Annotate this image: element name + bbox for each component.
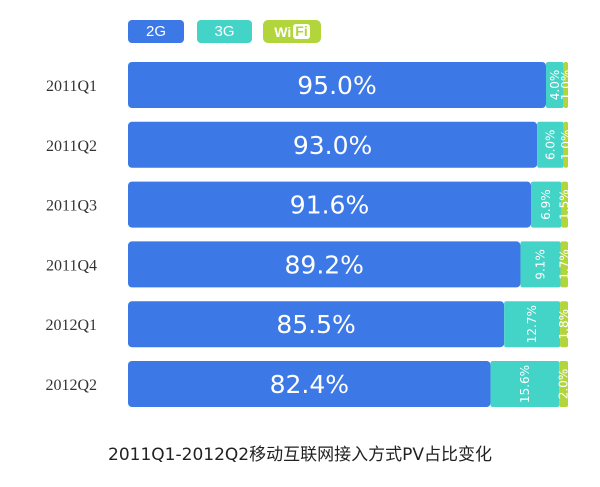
legend-wifi-label-a: Wi: [274, 23, 292, 40]
data-label-wifi: 1.7%: [557, 249, 571, 280]
data-label-2g: 93.0%: [293, 131, 372, 160]
legend-2g-label: 2G: [145, 23, 166, 40]
chart-title: 2011Q1-2012Q2移动互联网接入方式PV占比变化: [108, 445, 492, 465]
data-label-wifi: 1.5%: [558, 189, 572, 220]
legend-3g-label: 3G: [214, 23, 235, 40]
data-label-wifi: 2.0%: [557, 369, 571, 400]
bar-2g: [128, 361, 491, 407]
data-label-2g: 82.4%: [270, 370, 349, 399]
data-label-wifi: 1.8%: [557, 309, 571, 340]
category-label: 2011Q1: [46, 78, 97, 95]
category-label: 2012Q2: [45, 377, 97, 394]
bar-wifi: [560, 301, 568, 348]
category-label: 2011Q3: [46, 198, 97, 215]
bar-wifi: [561, 181, 568, 228]
data-label-3g: 12.7%: [525, 305, 539, 343]
bar-2g: [128, 181, 532, 228]
data-label-3g: 6.9%: [539, 189, 553, 220]
bar-wifi: [563, 121, 568, 168]
bar-3g: [537, 121, 564, 168]
bar-wifi: [559, 361, 568, 407]
category-label: 2012Q1: [45, 317, 97, 334]
data-label-2g: 95.0%: [297, 71, 376, 100]
data-label-3g: 9.1%: [534, 249, 548, 280]
data-label-3g: 6.0%: [543, 130, 557, 161]
bar-2g: [128, 241, 521, 288]
category-label: 2011Q4: [46, 257, 97, 274]
data-label-2g: 91.6%: [290, 191, 369, 220]
category-label: 2011Q2: [46, 138, 97, 155]
data-label-wifi: 1.0%: [559, 130, 573, 161]
bar-2g: [128, 121, 538, 168]
legend-wifi: Wi Fi: [263, 20, 321, 43]
bar-wifi: [563, 62, 568, 108]
bar-3g: [546, 62, 564, 108]
data-label-3g: 15.6%: [518, 365, 532, 403]
data-label-3g: 4.0%: [548, 70, 562, 101]
data-label-2g: 85.5%: [276, 310, 355, 339]
data-label-wifi: 1.0%: [559, 70, 573, 101]
bar-wifi: [560, 241, 568, 288]
bar-3g: [531, 181, 562, 228]
bar-2g: [128, 301, 505, 348]
bar-3g: [490, 361, 560, 407]
legend-2g: 2G: [128, 20, 184, 43]
bar-2g: [128, 62, 546, 108]
bar-3g: [520, 241, 561, 288]
legend-wifi-label-b: Fi: [293, 23, 310, 39]
legend-3g: 3G: [197, 20, 252, 43]
bar-3g: [504, 301, 561, 348]
data-label-2g: 89.2%: [285, 250, 364, 279]
